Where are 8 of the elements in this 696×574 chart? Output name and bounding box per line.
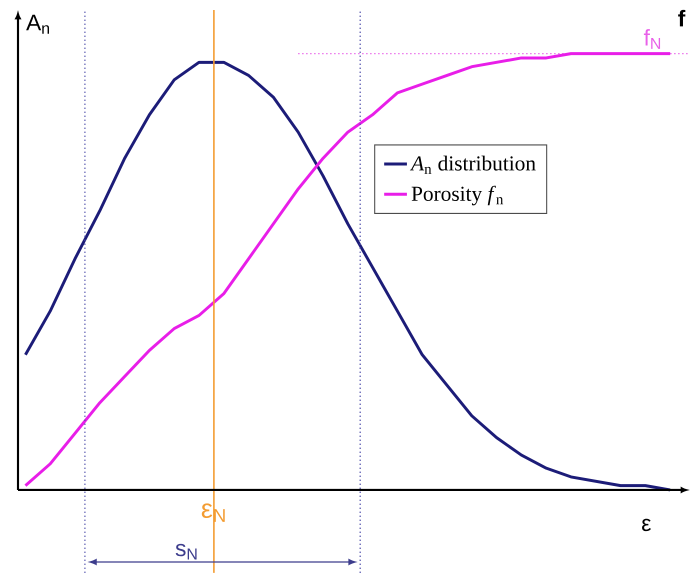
ref-line-label: f$_{N}$ xyxy=(644,29,660,50)
legend-label: Porosity f$_{n}$ xyxy=(412,186,504,206)
legend-label: A$_{n}$ distribution xyxy=(410,156,536,174)
text: s$_{N}$ xyxy=(176,544,197,560)
y2-axis-title: f xyxy=(678,10,686,26)
y-axis-title: A$_{n}$ xyxy=(26,14,49,34)
x-axis-title: ε xyxy=(642,518,651,532)
text: ε$_{N}$ xyxy=(202,504,225,522)
